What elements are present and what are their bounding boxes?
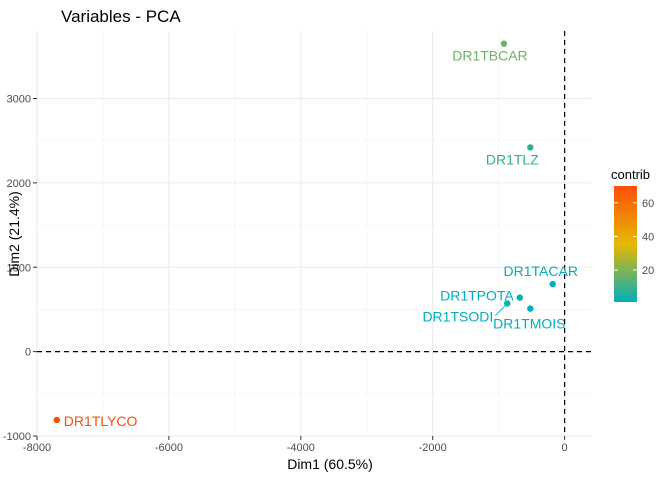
- legend: contrib 20 40 60: [611, 167, 654, 302]
- point-dr1tsodi: [504, 300, 511, 307]
- grid: [36, 31, 591, 437]
- label-dr1tsodi: DR1TSODI: [422, 309, 493, 325]
- y-tick-label: 0: [25, 347, 31, 359]
- label-dr1tmois: DR1TMOIS: [493, 316, 565, 332]
- x-tick-label: -4000: [287, 442, 315, 454]
- label-dr1tpota: DR1TPOTA: [440, 288, 514, 304]
- leader-line-dr1tsodi: [494, 305, 506, 316]
- legend-tick-label: 20: [642, 265, 654, 277]
- legend-tick-label: 40: [642, 231, 654, 243]
- y-tick-label: -1000: [3, 431, 31, 443]
- chart-title: Variables - PCA: [61, 7, 181, 26]
- x-axis-ticks: -8000 -6000 -4000 -2000 0: [23, 436, 568, 454]
- legend-colorbar: [614, 186, 637, 302]
- legend-tick-label: 60: [642, 198, 654, 210]
- label-dr1tacar: DR1TACAR: [504, 263, 578, 279]
- y-tick-label: 2000: [7, 178, 31, 190]
- data-points: [53, 40, 556, 424]
- legend-ticks: 20 40 60: [614, 198, 654, 277]
- label-dr1tbcar: DR1TBCAR: [452, 48, 527, 64]
- point-dr1tpota: [516, 294, 523, 301]
- legend-title: contrib: [611, 167, 650, 182]
- point-dr1tlyco: [53, 416, 60, 424]
- reference-lines: [37, 31, 591, 436]
- point-dr1tmois: [527, 305, 534, 312]
- label-dr1tlyco: DR1TLYCO: [64, 413, 138, 429]
- y-tick-label: 1000: [7, 262, 31, 274]
- point-dr1tlz: [527, 144, 534, 151]
- y-tick-label: 3000: [7, 94, 31, 106]
- x-tick-label: 0: [562, 442, 568, 454]
- x-tick-label: -6000: [155, 442, 183, 454]
- point-dr1tacar: [549, 280, 556, 288]
- x-axis-title: Dim1 (60.5%): [287, 456, 373, 472]
- label-dr1tlz: DR1TLZ: [486, 151, 539, 167]
- point-dr1tbcar: [500, 40, 508, 47]
- y-axis-title: Dim2 (21.4%): [6, 191, 22, 277]
- x-tick-label: -2000: [419, 442, 447, 454]
- x-tick-label: -8000: [23, 442, 51, 454]
- y-axis-ticks: -1000 0 1000 2000 3000: [3, 94, 37, 443]
